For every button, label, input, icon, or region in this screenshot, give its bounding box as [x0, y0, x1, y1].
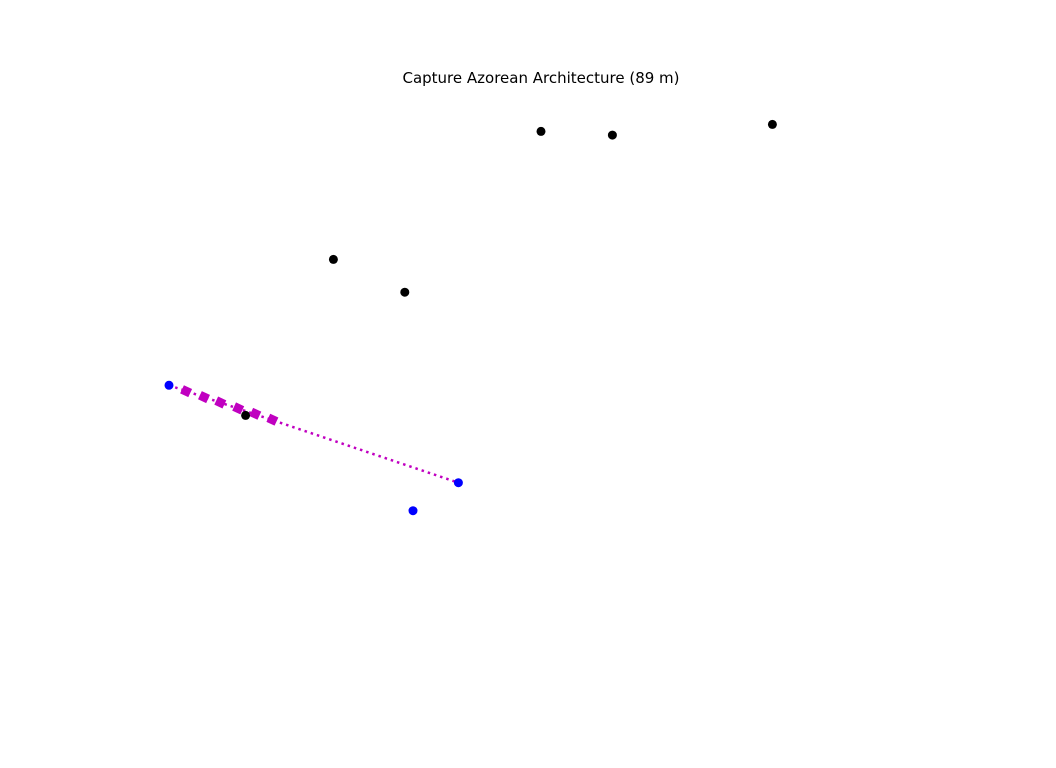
blue-point-0 [164, 380, 174, 390]
square-marker-4 [249, 407, 262, 420]
square-marker-0 [180, 385, 193, 398]
blue-point-2 [408, 506, 418, 516]
series-2-dotted-line [168, 384, 459, 484]
black-point-5 [241, 410, 251, 420]
black-point-3 [328, 254, 338, 264]
square-marker-5 [266, 413, 279, 426]
blue-point-1 [453, 478, 463, 488]
black-point-1 [607, 130, 617, 140]
square-marker-2 [214, 396, 227, 409]
black-point-0 [536, 126, 546, 136]
chart-title: Capture Azorean Architecture (89 m) [402, 69, 680, 87]
square-marker-3 [232, 402, 245, 415]
black-point-2 [767, 119, 777, 129]
square-marker-1 [198, 391, 210, 404]
black-point-4 [400, 287, 410, 297]
